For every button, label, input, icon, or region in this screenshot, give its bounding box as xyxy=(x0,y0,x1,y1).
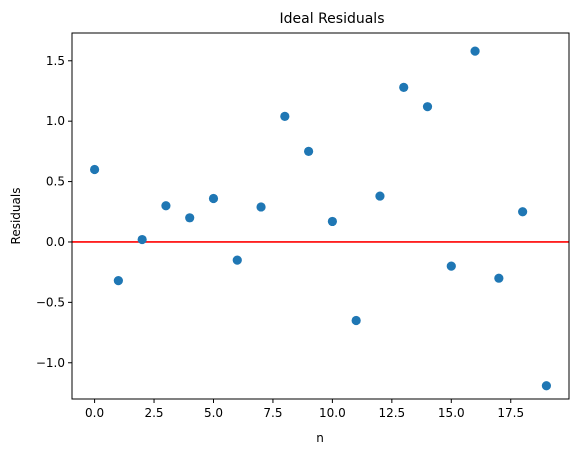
y-axis-label: Residuals xyxy=(9,188,23,245)
data-point xyxy=(422,102,433,112)
data-point xyxy=(208,193,219,204)
data-point xyxy=(280,111,290,121)
x-tick-label: 10.0 xyxy=(319,406,346,420)
x-axis-label: n xyxy=(316,431,324,445)
y-tick-label: 1.5 xyxy=(46,54,65,68)
data-point xyxy=(518,207,528,217)
points-layer xyxy=(89,46,552,391)
chart-title: Ideal Residuals xyxy=(280,11,385,27)
x-tick-label: 15.0 xyxy=(438,406,465,420)
x-tick-label: 0.0 xyxy=(85,406,104,420)
data-point xyxy=(185,213,195,223)
data-point xyxy=(137,234,147,245)
x-tick-label: 2.5 xyxy=(144,406,163,420)
plot-frame xyxy=(71,32,570,400)
y-tick-label: −1.0 xyxy=(36,356,65,370)
y-axis-ticks: −1.0 −0.5 0.0 0.5 1.0 1.5 xyxy=(36,54,72,370)
x-tick-label: 7.5 xyxy=(263,406,282,420)
data-point xyxy=(470,46,480,56)
x-tick-label: 5.0 xyxy=(204,406,223,420)
x-tick-label: 12.5 xyxy=(378,406,405,420)
x-axis-ticks: 0.0 2.5 5.0 7.5 10.0 12.5 15.0 17.5 xyxy=(85,399,524,420)
y-tick-label: 0.5 xyxy=(46,175,65,189)
y-tick-label: 1.0 xyxy=(46,114,65,128)
y-tick-label: −0.5 xyxy=(36,295,65,309)
data-point xyxy=(375,191,385,201)
x-tick-label: 17.5 xyxy=(497,406,524,420)
data-point xyxy=(89,164,100,175)
data-point xyxy=(232,255,242,265)
data-point xyxy=(327,216,337,227)
data-point xyxy=(399,82,409,92)
data-point xyxy=(161,201,171,211)
data-point xyxy=(304,146,314,156)
data-point xyxy=(113,276,123,286)
data-point xyxy=(494,273,504,283)
y-tick-label: 0.0 xyxy=(46,235,65,249)
data-point xyxy=(256,202,266,212)
data-point xyxy=(446,261,456,271)
data-point xyxy=(541,381,552,391)
data-point xyxy=(351,315,361,326)
